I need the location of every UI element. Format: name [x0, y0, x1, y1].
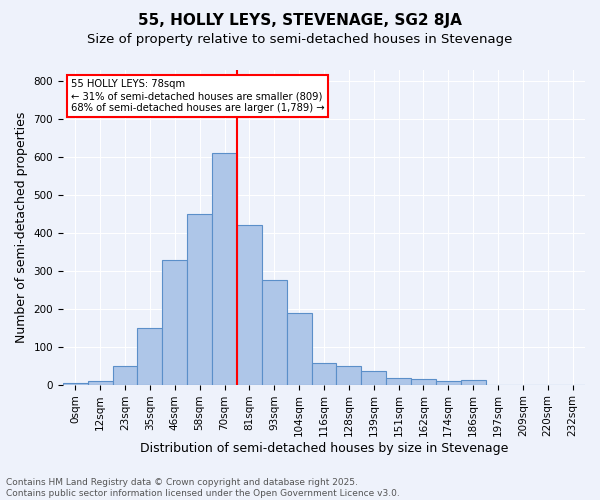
Text: 55, HOLLY LEYS, STEVENAGE, SG2 8JA: 55, HOLLY LEYS, STEVENAGE, SG2 8JA [138, 12, 462, 28]
Bar [361, 370, 386, 384]
Bar [187, 214, 212, 384]
Text: 55 HOLLY LEYS: 78sqm
← 31% of semi-detached houses are smaller (809)
68% of semi: 55 HOLLY LEYS: 78sqm ← 31% of semi-detac… [71, 80, 325, 112]
Bar [337, 366, 361, 384]
Bar [237, 226, 262, 384]
Bar [63, 382, 88, 384]
Bar [436, 381, 461, 384]
Bar [88, 381, 113, 384]
Bar [311, 363, 337, 384]
Text: Size of property relative to semi-detached houses in Stevenage: Size of property relative to semi-detach… [88, 32, 512, 46]
Bar [137, 328, 163, 384]
X-axis label: Distribution of semi-detached houses by size in Stevenage: Distribution of semi-detached houses by … [140, 442, 508, 455]
Text: Contains HM Land Registry data © Crown copyright and database right 2025.
Contai: Contains HM Land Registry data © Crown c… [6, 478, 400, 498]
Bar [113, 366, 137, 384]
Y-axis label: Number of semi-detached properties: Number of semi-detached properties [15, 112, 28, 343]
Bar [287, 312, 311, 384]
Bar [212, 154, 237, 384]
Bar [163, 260, 187, 384]
Bar [262, 280, 287, 384]
Bar [461, 380, 485, 384]
Bar [386, 378, 411, 384]
Bar [411, 380, 436, 384]
